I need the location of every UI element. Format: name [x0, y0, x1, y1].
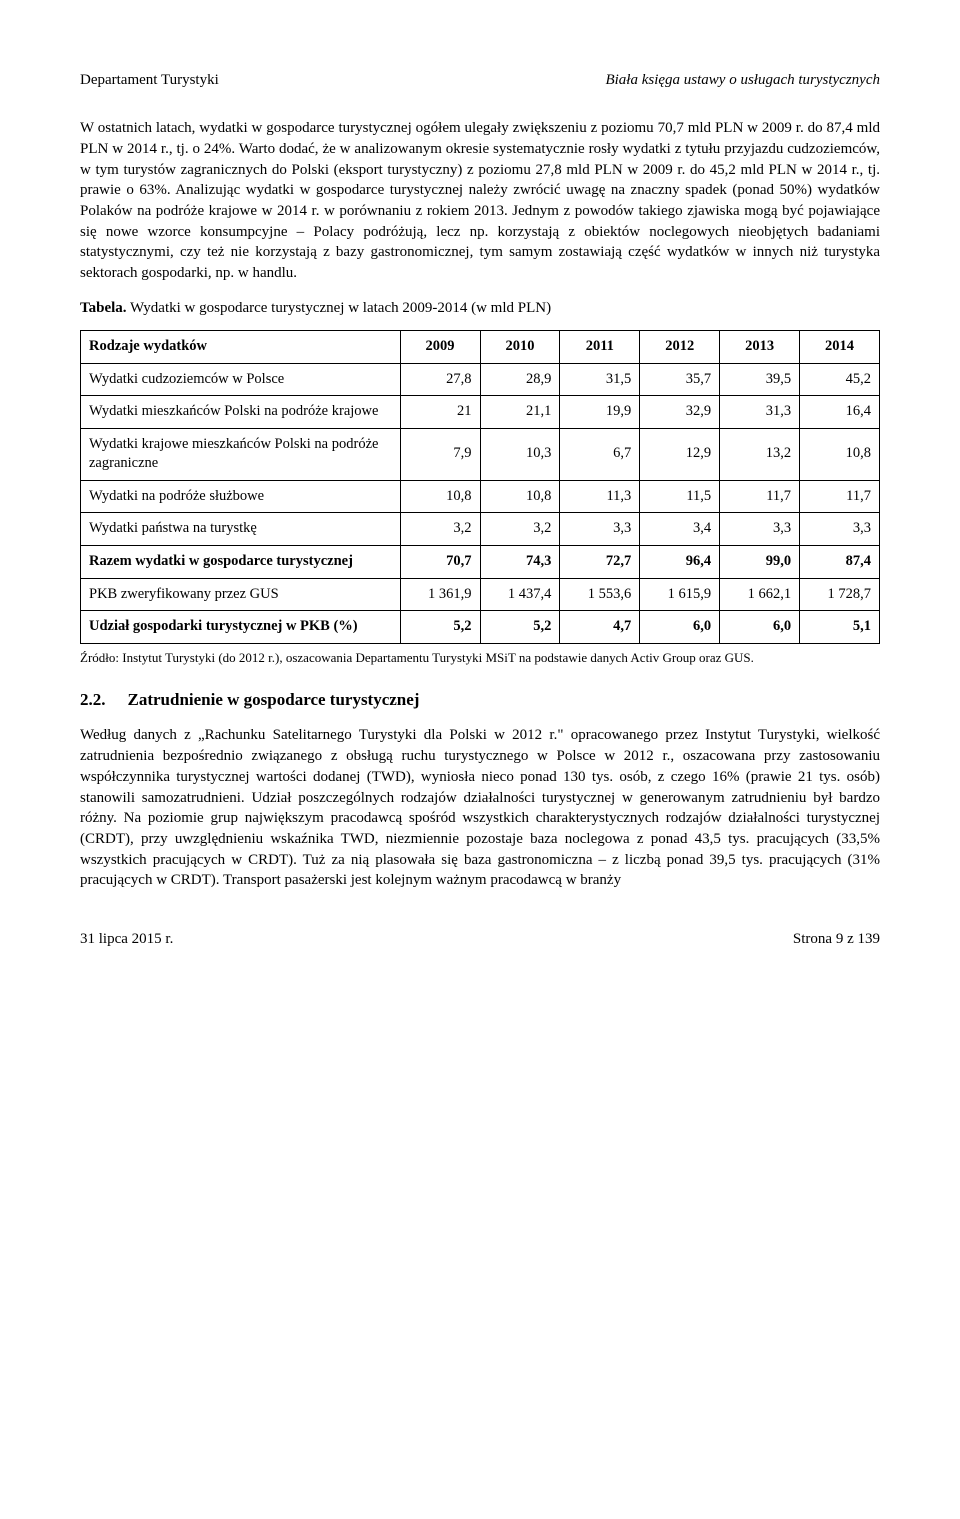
table-cell-value: 10,3: [480, 428, 560, 480]
table-cell-label: Wydatki cudzoziemców w Polsce: [81, 363, 401, 396]
table-caption: Tabela. Wydatki w gospodarce turystyczne…: [80, 298, 880, 318]
table-cell-label: Wydatki mieszkańców Polski na podróże kr…: [81, 396, 401, 429]
table-cell-value: 31,5: [560, 363, 640, 396]
table-cell-value: 45,2: [800, 363, 880, 396]
table-cell-label: Udział gospodarki turystycznej w PKB (%): [81, 611, 401, 644]
footer-right: Strona 9 z 139: [793, 929, 880, 949]
table-cell-value: 11,5: [640, 480, 720, 513]
table-cell-value: 11,3: [560, 480, 640, 513]
table-cell-value: 3,2: [480, 513, 560, 546]
table-header-year: 2012: [640, 331, 720, 364]
table-cell-value: 3,4: [640, 513, 720, 546]
table-cell-value: 72,7: [560, 545, 640, 578]
table-cell-label: Wydatki na podróże służbowe: [81, 480, 401, 513]
table-header-year: 2013: [720, 331, 800, 364]
table-row: Wydatki mieszkańców Polski na podróże kr…: [81, 396, 880, 429]
table-caption-label: Tabela.: [80, 300, 127, 316]
table-cell-value: 32,9: [640, 396, 720, 429]
table-cell-value: 10,8: [480, 480, 560, 513]
table-header-row: Rodzaje wydatków 2009 2010 2011 2012 201…: [81, 331, 880, 364]
table-row: Udział gospodarki turystycznej w PKB (%)…: [81, 611, 880, 644]
paragraph-employment: Według danych z „Rachunku Satelitarnego …: [80, 725, 880, 891]
table-cell-label: Wydatki państwa na turystkę: [81, 513, 401, 546]
table-caption-text: Wydatki w gospodarce turystycznej w lata…: [127, 300, 552, 316]
table-cell-value: 99,0: [720, 545, 800, 578]
table-cell-value: 11,7: [720, 480, 800, 513]
table-row: Wydatki na podróże służbowe10,810,811,31…: [81, 480, 880, 513]
table-cell-value: 5,2: [400, 611, 480, 644]
page-footer: 31 lipca 2015 r. Strona 9 z 139: [80, 929, 880, 949]
section-title: Zatrudnienie w gospodarce turystycznej: [128, 689, 420, 712]
table-cell-value: 27,8: [400, 363, 480, 396]
table-cell-value: 31,3: [720, 396, 800, 429]
table-cell-label: Wydatki krajowe mieszkańców Polski na po…: [81, 428, 401, 480]
table-cell-value: 3,3: [800, 513, 880, 546]
table-cell-value: 21: [400, 396, 480, 429]
table-cell-value: 6,7: [560, 428, 640, 480]
table-cell-value: 1 553,6: [560, 578, 640, 611]
table-cell-value: 4,7: [560, 611, 640, 644]
header-left: Departament Turystyki: [80, 70, 219, 90]
table-cell-value: 7,9: [400, 428, 480, 480]
table-cell-value: 5,1: [800, 611, 880, 644]
table-cell-value: 74,3: [480, 545, 560, 578]
table-cell-value: 3,3: [720, 513, 800, 546]
table-cell-value: 1 615,9: [640, 578, 720, 611]
table-source: Źródło: Instytut Turystyki (do 2012 r.),…: [80, 650, 880, 667]
table-cell-value: 3,2: [400, 513, 480, 546]
table-cell-label: PKB zweryfikowany przez GUS: [81, 578, 401, 611]
table-cell-value: 28,9: [480, 363, 560, 396]
section-number: 2.2.: [80, 689, 106, 712]
table-cell-value: 6,0: [640, 611, 720, 644]
table-row: Wydatki państwa na turystkę3,23,23,33,43…: [81, 513, 880, 546]
table-cell-value: 3,3: [560, 513, 640, 546]
table-cell-value: 39,5: [720, 363, 800, 396]
table-header-year: 2014: [800, 331, 880, 364]
header-right: Biała księga ustawy o usługach turystycz…: [605, 70, 880, 90]
table-row: Wydatki cudzoziemców w Polsce27,828,931,…: [81, 363, 880, 396]
table-cell-value: 70,7: [400, 545, 480, 578]
table-cell-value: 19,9: [560, 396, 640, 429]
table-row: PKB zweryfikowany przez GUS1 361,91 437,…: [81, 578, 880, 611]
table-cell-value: 5,2: [480, 611, 560, 644]
table-cell-value: 21,1: [480, 396, 560, 429]
section-heading: 2.2. Zatrudnienie w gospodarce turystycz…: [80, 689, 880, 712]
table-cell-value: 13,2: [720, 428, 800, 480]
table-row: Wydatki krajowe mieszkańców Polski na po…: [81, 428, 880, 480]
table-cell-value: 11,7: [800, 480, 880, 513]
paragraph-intro: W ostatnich latach, wydatki w gospodarce…: [80, 118, 880, 284]
table-cell-value: 12,9: [640, 428, 720, 480]
table-header-label: Rodzaje wydatków: [81, 331, 401, 364]
footer-left: 31 lipca 2015 r.: [80, 929, 173, 949]
table-cell-value: 6,0: [720, 611, 800, 644]
table-header-year: 2011: [560, 331, 640, 364]
table-cell-value: 16,4: [800, 396, 880, 429]
table-cell-value: 1 437,4: [480, 578, 560, 611]
table-cell-value: 10,8: [800, 428, 880, 480]
table-cell-value: 96,4: [640, 545, 720, 578]
table-header-year: 2009: [400, 331, 480, 364]
table-cell-value: 1 728,7: [800, 578, 880, 611]
table-cell-value: 1 361,9: [400, 578, 480, 611]
table-header-year: 2010: [480, 331, 560, 364]
table-cell-label: Razem wydatki w gospodarce turystycznej: [81, 545, 401, 578]
page-header: Departament Turystyki Biała księga ustaw…: [80, 70, 880, 90]
table-row: Razem wydatki w gospodarce turystycznej7…: [81, 545, 880, 578]
table-cell-value: 87,4: [800, 545, 880, 578]
expenditure-table: Rodzaje wydatków 2009 2010 2011 2012 201…: [80, 330, 880, 644]
table-cell-value: 10,8: [400, 480, 480, 513]
table-cell-value: 1 662,1: [720, 578, 800, 611]
table-cell-value: 35,7: [640, 363, 720, 396]
